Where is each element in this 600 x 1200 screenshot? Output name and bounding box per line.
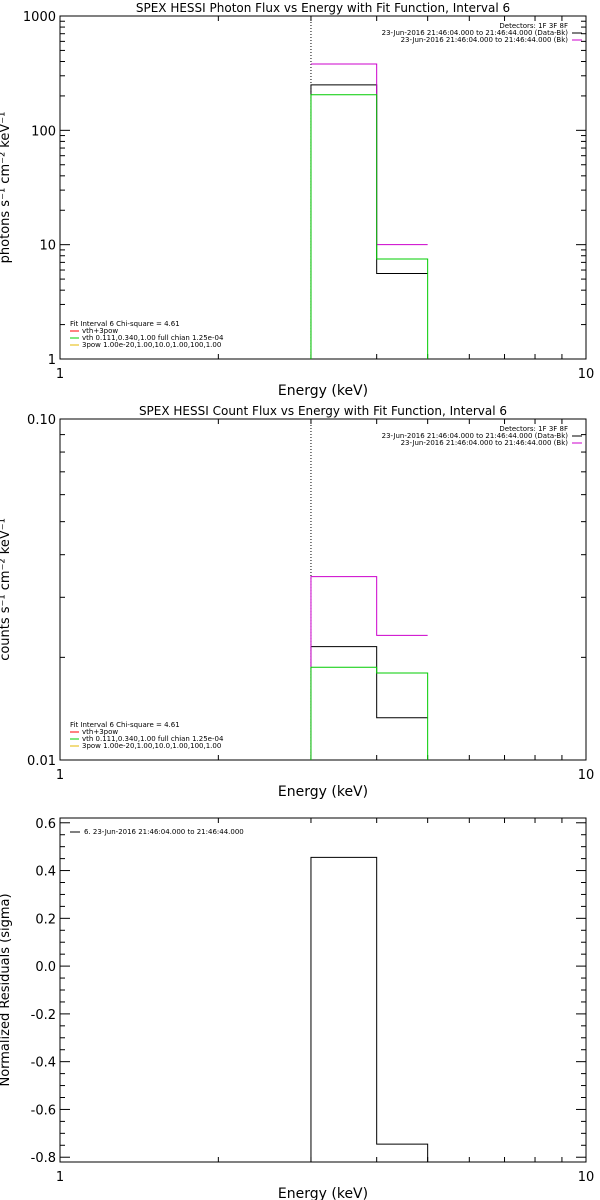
panel-3: 1 10 0.6 0.4 0.2 0.0 -0.2 -0.4 -0.6 -0.8 Energy (k…	[0, 817, 594, 1200]
y-tick-label: -0.8	[31, 1151, 56, 1166]
fit-legend-entry: vth+3pow	[82, 327, 118, 335]
y-tick-label: 0.10	[27, 413, 56, 428]
x-tick-label: 10	[578, 367, 595, 382]
x-axis-label: Energy (keV)	[278, 1186, 368, 1200]
plot-frame	[59, 418, 587, 761]
x-axis-label: Energy (keV)	[278, 383, 368, 399]
fit-legend-entry: 3pow 1.00e-20,1.00,10.0,1.00,100,1.00	[82, 742, 221, 750]
legend-entry: 6. 23-Jun-2016 21:46:04.000 to 21:46:44.…	[84, 828, 244, 836]
y-tick-label: 0.2	[35, 912, 56, 927]
fit-legend-header: Fit Interval 6 Chi-square = 4.61	[70, 320, 180, 328]
y-tick-label: -0.2	[31, 1008, 56, 1023]
x-tick-label: 10	[578, 768, 595, 783]
y-tick-label: 1	[48, 353, 56, 368]
legend-entry: 23-Jun-2016 21:46:04.000 to 21:46:44.000…	[382, 29, 569, 37]
y-axis-label: Normalized Residuals (sigma)	[0, 893, 13, 1086]
legend-entry: 23-Jun-2016 21:46:04.000 to 21:46:44.000…	[382, 432, 569, 440]
x-tick-label: 1	[56, 768, 64, 783]
fit-legend-entry: vth 0.111,0.340,1.00 full chian 1.25e-04	[82, 334, 224, 342]
series-1-line	[310, 646, 428, 760]
y-axis-label: counts s⁻¹ cm⁻² keV⁻¹	[0, 518, 13, 661]
panel-2: SPEX HESSI Count Flux vs Energy with Fit…	[0, 404, 594, 800]
x-tick-label: 1	[56, 367, 64, 382]
plot-frame	[59, 15, 587, 360]
plot-frame	[59, 817, 587, 1163]
y-tick-label: 10	[39, 239, 56, 254]
fit-legend-entry: vth 0.111,0.340,1.00 full chian 1.25e-04	[82, 735, 224, 743]
series-3-line	[310, 666, 429, 760]
y-tick-label: 1000	[23, 10, 56, 25]
y-axis-label: photons s⁻¹ cm⁻² keV⁻¹	[0, 112, 13, 264]
x-axis-label: Energy (keV)	[278, 784, 368, 800]
series-2-line	[310, 63, 428, 246]
chart-title: SPEX HESSI Photon Flux vs Energy with Fi…	[136, 1, 510, 15]
x-tick-label: 10	[578, 1170, 595, 1185]
fit-legend-entry: 3pow 1.00e-20,1.00,10.0,1.00,100,1.00	[82, 341, 221, 349]
x-tick-label: 1	[56, 1170, 64, 1185]
y-tick-label: 0.4	[35, 865, 56, 880]
legend-entry: 23-Jun-2016 21:46:04.000 to 21:46:44.000…	[401, 439, 569, 447]
chart-title: SPEX HESSI Count Flux vs Energy with Fit…	[139, 404, 507, 418]
y-tick-label: -0.6	[31, 1103, 56, 1118]
y-tick-label: 0.01	[27, 754, 56, 769]
legend-entry: 23-Jun-2016 21:46:04.000 to 21:46:44.000…	[401, 36, 569, 44]
panel-1: SPEX HESSI Photon Flux vs Energy with Fi…	[0, 1, 594, 399]
y-tick-label: -0.4	[31, 1056, 56, 1071]
fit-legend-header: Fit Interval 6 Chi-square = 4.61	[70, 721, 180, 729]
fit-legend-entry: vth+3pow	[82, 728, 118, 736]
series-2-line	[310, 576, 428, 760]
y-tick-label: 0.0	[35, 960, 56, 975]
y-tick-label: 100	[31, 124, 56, 139]
legend-entry: Detectors: 1F 3F 8F	[499, 425, 568, 433]
legend-entry: Detectors: 1F 3F 8F	[499, 22, 568, 30]
series-1-line	[310, 84, 428, 359]
series-1-line	[310, 856, 429, 1162]
y-tick-label: 0.6	[35, 817, 56, 832]
series-3-line	[310, 94, 429, 359]
